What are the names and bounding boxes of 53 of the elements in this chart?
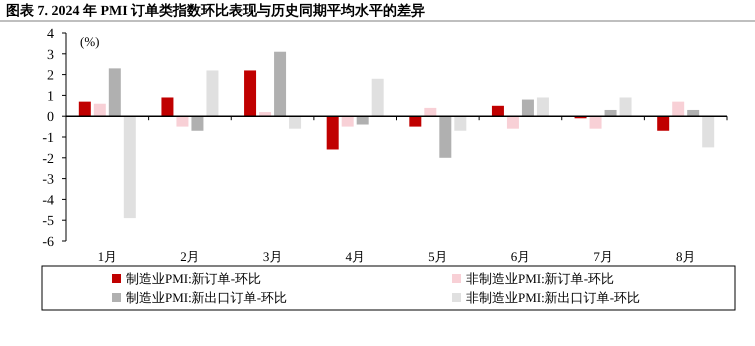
bar bbox=[522, 100, 534, 116]
bar bbox=[409, 116, 422, 127]
legend-label: 非制造业PMI:新订单-环比 bbox=[466, 271, 614, 286]
bar bbox=[108, 68, 121, 116]
bar bbox=[536, 97, 549, 116]
bar bbox=[244, 70, 256, 116]
x-tick-label: 8月 bbox=[676, 249, 696, 264]
legend-label: 制造业PMI:新订单-环比 bbox=[126, 271, 262, 286]
bar bbox=[78, 102, 91, 116]
bar bbox=[124, 116, 136, 218]
bar bbox=[372, 78, 384, 116]
bar bbox=[506, 116, 519, 129]
bar bbox=[590, 116, 602, 129]
bar bbox=[342, 116, 354, 127]
y-tick-label: 0 bbox=[47, 110, 54, 126]
x-tick-label: 1月 bbox=[98, 249, 118, 264]
y-tick-label: -3 bbox=[42, 172, 54, 188]
y-tick-label: -5 bbox=[42, 214, 54, 230]
x-tick-label: 6月 bbox=[510, 249, 530, 264]
x-tick-label: 7月 bbox=[593, 249, 613, 264]
y-tick-label: -4 bbox=[42, 193, 54, 208]
bar bbox=[176, 116, 188, 127]
bar bbox=[274, 52, 286, 116]
legend-label: 制造业PMI:新出口订单-环比 bbox=[126, 290, 288, 305]
bar bbox=[672, 102, 684, 116]
y-tick-label: -1 bbox=[42, 131, 54, 146]
bar bbox=[356, 116, 369, 125]
x-tick-label: 5月 bbox=[428, 249, 448, 264]
x-tick-label: 4月 bbox=[345, 249, 365, 264]
chart-title: 图表 7. 2024 年 PMI 订单类指数环比表现与历史同期平均水平的差异 bbox=[6, 3, 426, 19]
bar bbox=[424, 108, 436, 116]
y-tick-label: -6 bbox=[42, 235, 54, 250]
bar bbox=[620, 97, 632, 116]
bar bbox=[289, 116, 302, 129]
y-tick-label: -2 bbox=[42, 152, 54, 167]
bar bbox=[439, 116, 452, 158]
bar bbox=[94, 104, 106, 116]
bar bbox=[492, 106, 504, 116]
x-tick-label: 3月 bbox=[262, 249, 282, 264]
y-axis-title: (%) bbox=[80, 34, 100, 49]
legend-label: 非制造业PMI:新出口订单-环比 bbox=[466, 290, 640, 305]
y-tick-label: 4 bbox=[47, 27, 54, 42]
y-tick-label: 2 bbox=[47, 68, 54, 84]
bar bbox=[454, 116, 466, 131]
y-tick-label: 1 bbox=[47, 89, 54, 104]
x-tick-label: 2月 bbox=[180, 249, 200, 264]
bar bbox=[191, 116, 204, 131]
y-tick-label: 3 bbox=[47, 48, 54, 63]
bar bbox=[702, 116, 714, 148]
bar bbox=[161, 97, 174, 116]
bar bbox=[657, 116, 670, 131]
bar bbox=[206, 70, 218, 116]
bar bbox=[326, 116, 339, 150]
